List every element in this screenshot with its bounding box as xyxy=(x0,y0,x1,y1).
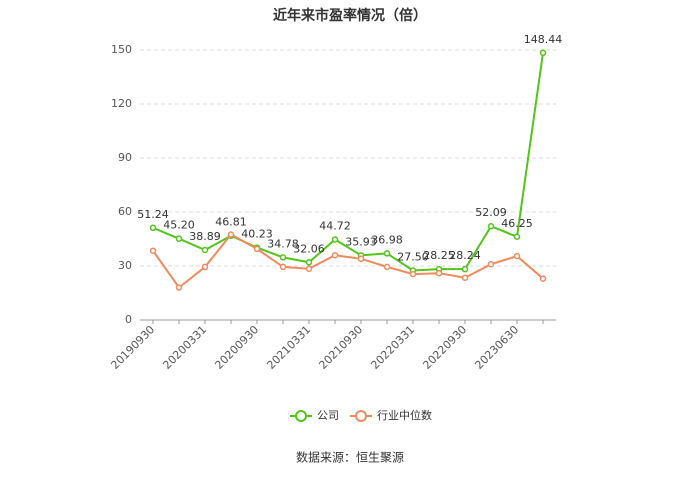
data-label: 35.93 xyxy=(345,235,377,248)
x-tick-label: 20200331 xyxy=(160,323,209,372)
point xyxy=(279,254,287,261)
point xyxy=(513,233,521,240)
data-label: 28.24 xyxy=(449,249,481,262)
data-label: 27.50 xyxy=(397,251,429,264)
x-tick-label: 20230630 xyxy=(472,323,521,372)
source: 数据来源：恒生聚源 xyxy=(296,450,404,465)
point xyxy=(487,260,495,268)
point xyxy=(331,251,339,259)
point xyxy=(175,235,183,242)
point xyxy=(513,252,521,260)
point xyxy=(149,247,157,254)
y-tick-label: 0 xyxy=(125,313,132,326)
point xyxy=(175,284,183,291)
data-label: 38.89 xyxy=(189,230,221,243)
point xyxy=(227,231,235,238)
point xyxy=(201,263,209,271)
y-tick-label: 30 xyxy=(118,259,132,272)
point xyxy=(305,259,313,266)
point xyxy=(539,275,547,282)
legend-marker xyxy=(295,410,307,422)
legend-marker xyxy=(355,410,367,422)
data-label: 46.25 xyxy=(501,217,533,230)
chart-title: 近年来市盈率情况（倍） xyxy=(273,7,427,24)
point xyxy=(149,224,157,232)
x-tick-label: 20210930 xyxy=(316,323,365,372)
y-tick-label: 60 xyxy=(118,205,132,218)
point xyxy=(253,245,261,253)
legend-label: 行业中位数 xyxy=(377,408,432,422)
point xyxy=(461,265,469,273)
data-label: 148.44 xyxy=(524,33,563,46)
data-label: 52.09 xyxy=(475,206,507,219)
x-tick-label: 20200930 xyxy=(212,323,261,372)
point xyxy=(383,263,391,271)
x-tick-label: 20220930 xyxy=(420,323,469,372)
data-label: 45.20 xyxy=(163,219,195,232)
point xyxy=(409,270,417,278)
data-label: 46.81 xyxy=(215,216,247,229)
data-label: 34.78 xyxy=(267,237,299,250)
data-label: 40.23 xyxy=(241,228,273,241)
series-line xyxy=(152,52,544,272)
data-label: 44.72 xyxy=(319,220,351,233)
point xyxy=(539,49,547,57)
data-label: 36.98 xyxy=(371,233,403,246)
y-tick-label: 120 xyxy=(111,97,132,110)
legend-label: 公司 xyxy=(317,409,339,422)
data-label: 32.06 xyxy=(293,242,325,255)
y-tick-label: 150 xyxy=(111,43,132,56)
point xyxy=(357,255,365,263)
point xyxy=(201,246,209,254)
point xyxy=(435,269,443,277)
y-tick-label: 90 xyxy=(118,151,132,164)
series-line xyxy=(152,233,544,290)
x-tick-label: 20220331 xyxy=(368,323,417,372)
point xyxy=(331,236,339,243)
data-label: 51.24 xyxy=(137,208,169,221)
point xyxy=(305,265,313,272)
point xyxy=(279,263,287,271)
point xyxy=(487,222,495,230)
x-tick-label: 20210331 xyxy=(264,323,313,372)
point xyxy=(461,274,469,281)
x-tick-label: 20190930 xyxy=(108,323,157,372)
point xyxy=(383,250,391,257)
data-label: 28.25 xyxy=(423,249,455,262)
